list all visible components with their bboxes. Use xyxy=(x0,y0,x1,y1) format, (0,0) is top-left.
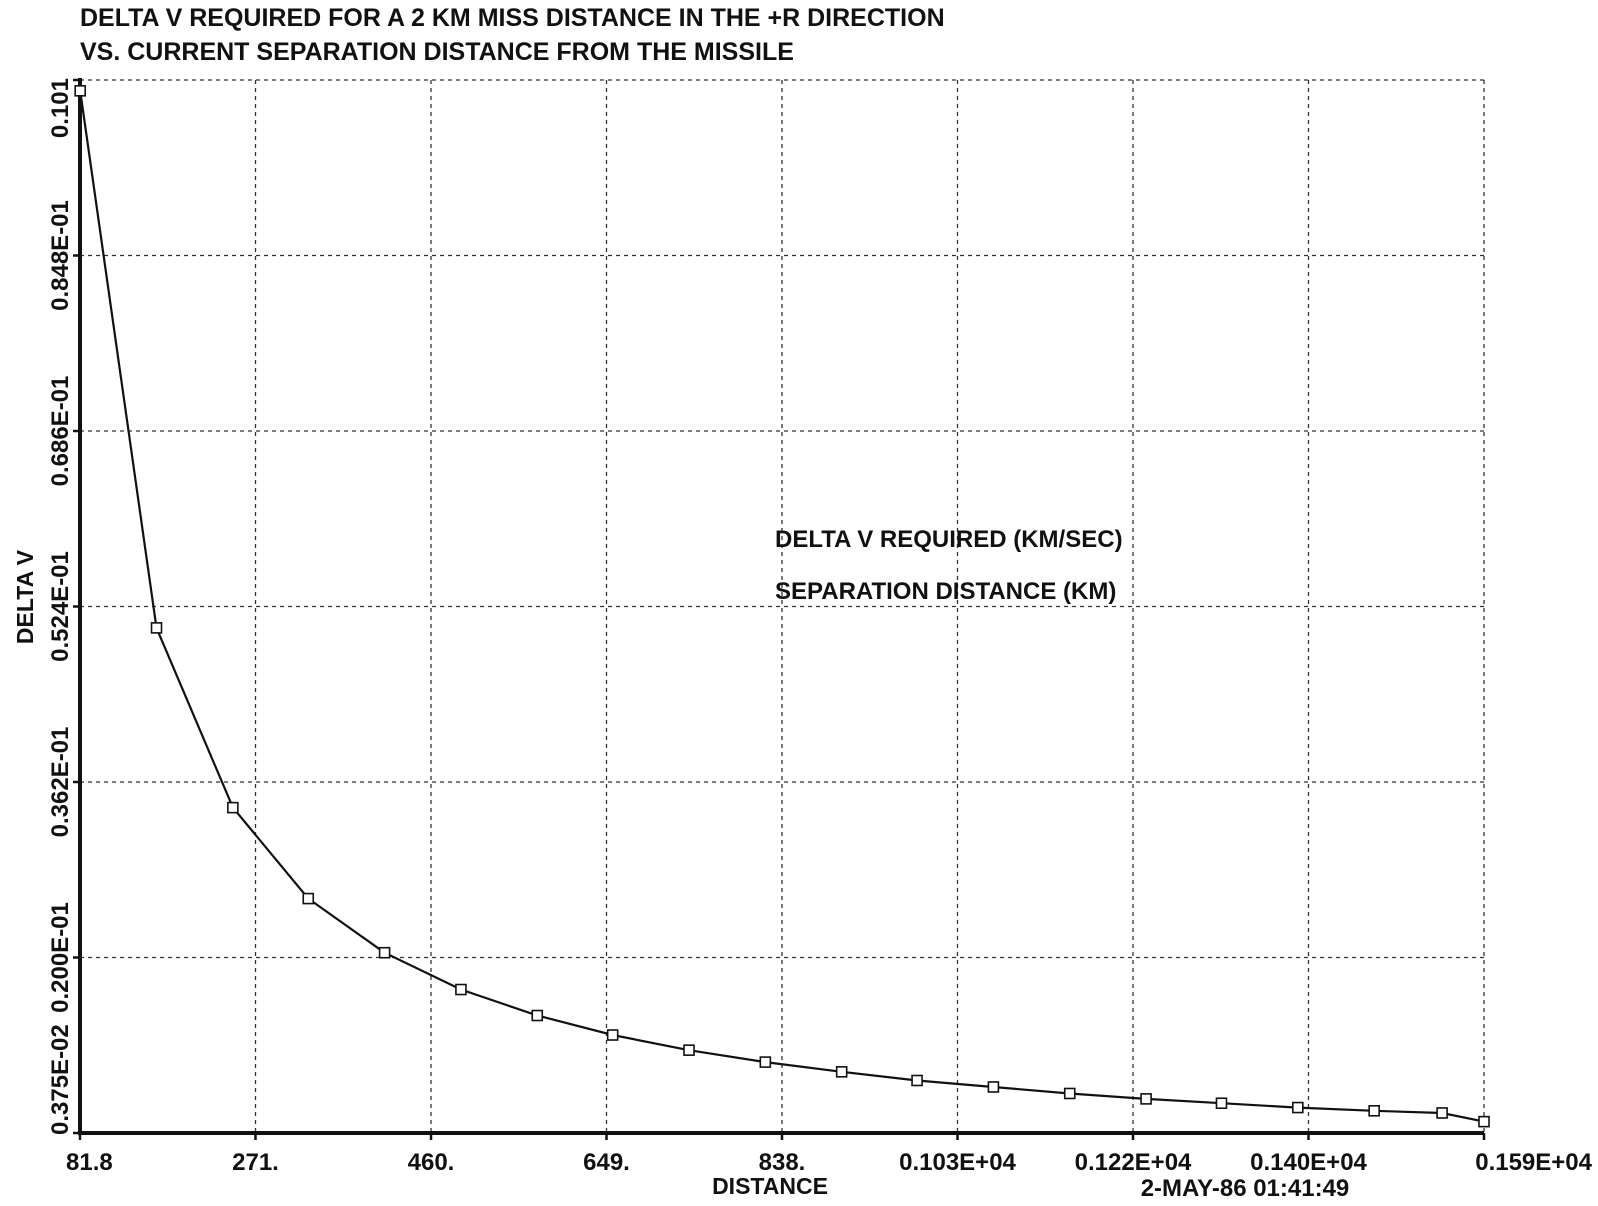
data-point xyxy=(835,1066,848,1078)
x-tick-label: 0.122E+04 xyxy=(1075,1149,1192,1176)
y-tick-label: 0.101 xyxy=(47,78,74,138)
data-point xyxy=(606,1029,619,1041)
x-tick-label: 649. xyxy=(583,1149,630,1176)
y-tick-label: 0.362E-01 xyxy=(47,727,74,838)
data-point xyxy=(302,892,315,905)
data-point xyxy=(227,801,239,814)
chart-title: DELTA V REQUIRED FOR A 2 KM MISS DISTANC… xyxy=(80,4,945,32)
y-axis-label: DELTA V xyxy=(12,549,38,644)
y-tick-label: 0.686E-01 xyxy=(47,376,74,487)
data-point xyxy=(987,1081,1000,1093)
series-line xyxy=(79,90,1485,1123)
legend: DELTA V REQUIRED (KM/SEC) SEPARATION DIS… xyxy=(775,526,1123,605)
x-tick-label: 0.159E+04 xyxy=(1475,1149,1592,1176)
x-axis-ticks: 81.8 271. 460. 649. 838. 0.103E+04 0.122E+04 0.… xyxy=(66,1133,1593,1176)
data-point xyxy=(911,1074,923,1087)
x-axis-label: DISTANCE xyxy=(712,1173,828,1199)
data-point xyxy=(378,946,391,959)
y-tick-label: 0.524E-01 xyxy=(47,551,74,662)
x-tick-label: 0.103E+04 xyxy=(899,1149,1016,1176)
data-series xyxy=(74,85,1490,1128)
data-point xyxy=(531,1009,544,1022)
data-point xyxy=(1140,1093,1152,1105)
y-axis-ticks: 0.375E-02 0.200E-01 0.362E-01 0.524E-01 0.68… xyxy=(47,78,80,1135)
x-tick-label: 81.8 xyxy=(66,1149,113,1176)
x-tick-label: 0.140E+04 xyxy=(1250,1149,1367,1176)
timestamp: 2-MAY-86 01:41:49 xyxy=(1141,1175,1350,1202)
x-tick-label: 271. xyxy=(232,1149,279,1176)
y-tick-label: 0.375E-02 xyxy=(47,1024,74,1135)
data-point xyxy=(74,85,86,97)
grid xyxy=(79,79,1485,1134)
data-point xyxy=(1292,1101,1304,1114)
chart-subtitle: VS. CURRENT SEPARATION DISTANCE FROM THE… xyxy=(80,38,794,66)
data-point xyxy=(1436,1107,1448,1119)
y-tick-label: 0.200E-01 xyxy=(47,902,74,1013)
data-point xyxy=(1478,1115,1490,1128)
data-point xyxy=(759,1056,772,1068)
data-point xyxy=(1215,1097,1228,1110)
data-point xyxy=(455,983,467,996)
data-point xyxy=(150,622,163,634)
data-point xyxy=(1368,1105,1380,1117)
data-point xyxy=(683,1044,695,1056)
data-point xyxy=(1063,1087,1076,1100)
x-tick-label: 460. xyxy=(408,1149,455,1176)
legend-line-2: SEPARATION DISTANCE (KM) xyxy=(775,578,1116,605)
legend-line-1: DELTA V REQUIRED (KM/SEC) xyxy=(775,526,1123,553)
x-tick-label: 838. xyxy=(759,1149,806,1176)
y-tick-label: 0.848E-01 xyxy=(47,200,74,311)
